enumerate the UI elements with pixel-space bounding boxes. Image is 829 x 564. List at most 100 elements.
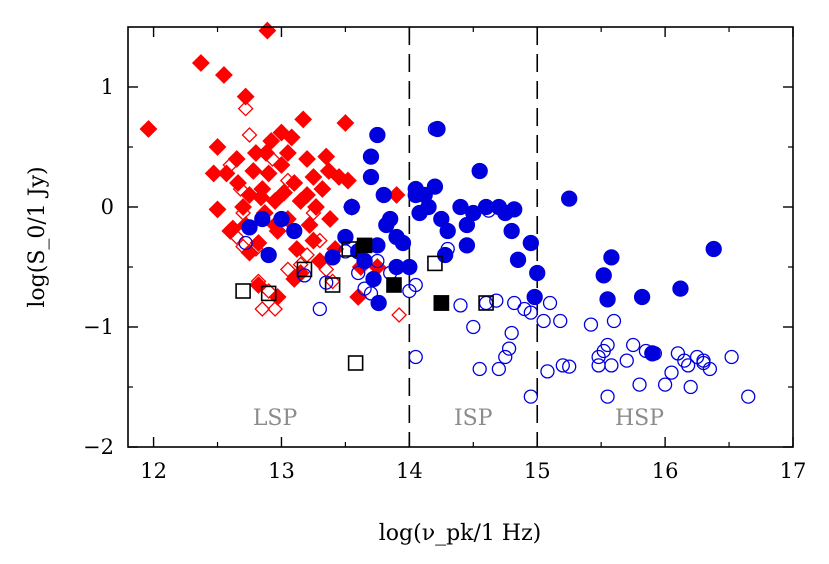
filled-circle-point [503, 222, 520, 240]
filled-diamond-point [234, 198, 253, 216]
filled-diamond-point [259, 164, 278, 183]
open-square-point [341, 241, 358, 257]
open-circle-point [619, 353, 634, 368]
filled-circle-point [509, 251, 527, 268]
open-diamond-point [235, 238, 252, 255]
open-circle-point [555, 358, 570, 373]
filled-diamond-point [266, 192, 284, 210]
filled-diamond-point [208, 138, 227, 156]
filled-circle-point [375, 186, 392, 204]
open-circle-point [553, 313, 568, 329]
open-diamond-point [279, 172, 296, 189]
open-circle-point [677, 353, 692, 368]
open-circle-point [604, 358, 619, 373]
open-circle-point [427, 121, 443, 137]
open-diamond-point [222, 157, 239, 173]
filled-diamond-point [258, 21, 277, 40]
filled-circle-point [439, 222, 456, 240]
filled-circle-point [260, 246, 277, 264]
filled-diamond-point [262, 132, 281, 150]
filled-diamond-point [272, 123, 291, 142]
filled-circle-point [506, 201, 523, 218]
open-circle-point [453, 298, 468, 313]
open-circle-point [540, 364, 555, 379]
filled-circle-point [324, 249, 341, 266]
filled-diamond-point [268, 288, 287, 306]
open-square-point [324, 277, 341, 293]
filled-square-point [356, 237, 373, 254]
y-tick-label: −1 [83, 315, 114, 339]
open-circle-point [370, 253, 385, 269]
open-circle-point [632, 377, 647, 392]
open-diamond-point [279, 261, 296, 278]
filled-diamond-point [204, 164, 223, 183]
open-circle-point [657, 377, 673, 392]
filled-circle-point [407, 186, 424, 204]
filled-circle-point [394, 234, 412, 252]
y-tick-label: −2 [83, 435, 114, 459]
filled-diamond-point [298, 186, 316, 204]
open-circle-point [625, 337, 641, 353]
x-tick-label: 16 [652, 459, 679, 483]
filled-circle-point [458, 237, 476, 254]
open-diamond-point [254, 301, 271, 317]
filled-circle-point [561, 190, 578, 207]
filled-diamond-point [257, 144, 276, 162]
y-axis-title: log(S_0/1 Jy) [25, 166, 50, 307]
y-tick-label: 0 [101, 195, 114, 219]
open-circle-point [238, 235, 253, 251]
open-circle-point [724, 349, 739, 365]
filled-circle-point [471, 162, 488, 180]
open-diamond-point [260, 283, 277, 299]
filled-diamond-point [294, 110, 313, 129]
open-circle-point [600, 389, 615, 404]
filled-diamond-point [336, 114, 355, 132]
filled-diamond-point [227, 150, 246, 168]
filled-circle-point [273, 210, 290, 228]
filled-circle-point [529, 264, 546, 282]
filled-diamond-point [229, 174, 247, 192]
filled-diamond-point [298, 150, 316, 168]
filled-circle-point [362, 168, 380, 186]
open-circle-point [606, 313, 622, 329]
filled-diamond-point [307, 198, 325, 216]
filled-circle-point [401, 258, 418, 276]
filled-diamond-point [252, 188, 270, 207]
open-square-point [478, 295, 494, 311]
open-square-point [296, 261, 313, 278]
open-circle-point [501, 341, 517, 356]
x-axis-title: log(ν_pk/1 Hz) [379, 521, 542, 546]
filled-diamond-point [317, 147, 336, 166]
open-diamond-point [264, 151, 281, 167]
filled-circle-point [705, 240, 722, 258]
filled-diamond-point [214, 66, 233, 84]
filled-diamond-point [304, 168, 323, 186]
filled-circle-point [426, 178, 444, 195]
open-circle-point [683, 379, 698, 395]
filled-circle-point [343, 198, 360, 216]
open-circle-point [408, 349, 423, 365]
filled-circle-point [633, 288, 651, 306]
open-circle-point [498, 349, 513, 365]
open-square-point [260, 285, 277, 302]
open-diamond-point [391, 307, 408, 323]
open-circle-point [491, 361, 507, 377]
open-circle-point [408, 277, 423, 293]
x-tick-label: 17 [780, 459, 807, 483]
open-square-point [433, 295, 450, 311]
open-diamond-point [311, 232, 328, 249]
filled-square-point [386, 277, 402, 293]
filled-diamond-point [287, 240, 306, 258]
filled-diamond-point [275, 183, 293, 202]
filled-diamond-point [249, 234, 268, 252]
y-tick-label: 1 [101, 75, 114, 99]
filled-circle-point [522, 234, 539, 252]
open-circle-point [600, 337, 615, 353]
open-diamond-point [324, 273, 341, 290]
filled-circle-point [254, 210, 271, 228]
region-label: HSP [615, 406, 664, 431]
filled-circle-point [420, 198, 437, 216]
open-circle-point [523, 389, 538, 404]
filled-circle-point [365, 270, 382, 288]
filled-circle-point [526, 288, 543, 306]
